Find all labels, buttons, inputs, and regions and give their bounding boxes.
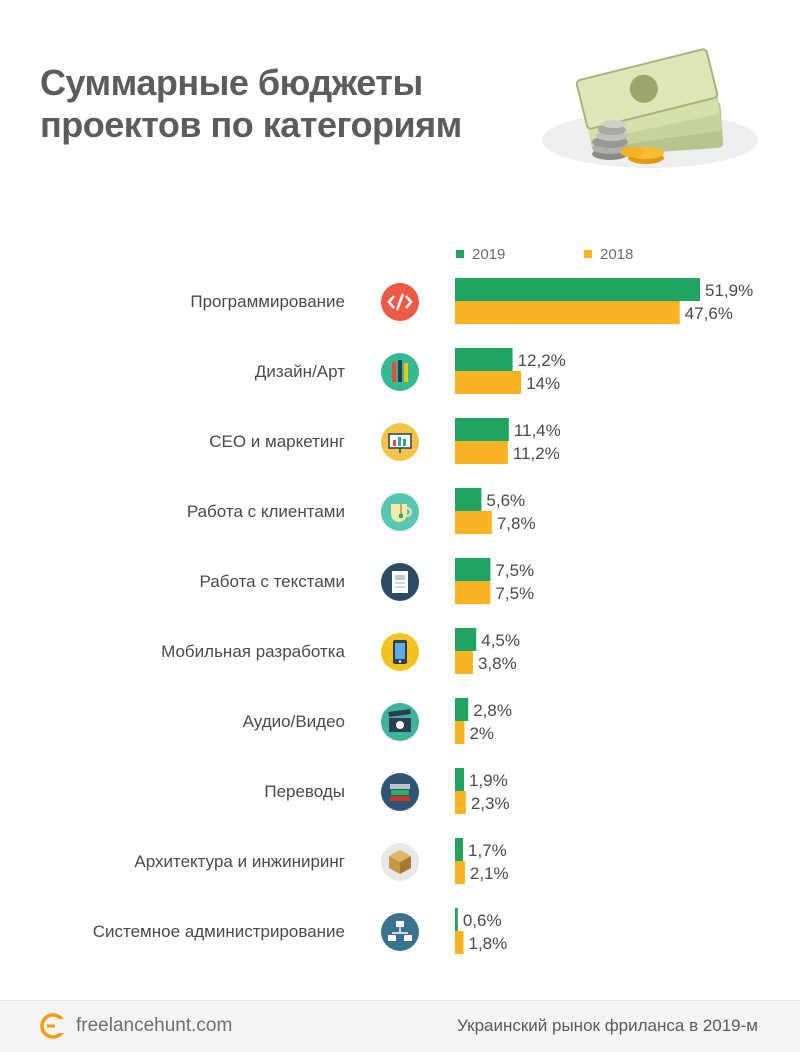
bar-2019 [455, 908, 458, 931]
value-label-2019: 12,2% [518, 351, 566, 370]
bar-2018 [455, 511, 492, 534]
document-icon [381, 563, 419, 601]
bar-chart: Программирование 51,9% 47,6% Дизайн/Арт 12,2… [93, 278, 753, 954]
category-row: Системное администрирование 0,6% 1,8% [93, 908, 507, 954]
category-label: Работа с клиентами [187, 502, 345, 521]
bar-2018 [455, 301, 680, 324]
value-label-2019: 5,6% [486, 491, 525, 510]
category-label: Системное администрирование [93, 922, 345, 941]
footer: freelancehunt.com Украинский рынок фрила… [0, 1000, 800, 1052]
category-row: СЕО и маркетинг 11,4% 11,2% [209, 418, 561, 464]
value-label-2018: 47,6% [685, 304, 733, 323]
network-icon [381, 913, 419, 951]
value-label-2019: 1,7% [468, 841, 507, 860]
bar-2018 [455, 371, 522, 394]
freelancehunt-logo-icon [40, 1013, 66, 1039]
category-label: Мобильная разработка [161, 642, 345, 661]
category-label: СЕО и маркетинг [209, 432, 345, 451]
value-label-2019: 7,5% [495, 561, 534, 580]
category-label: Аудио/Видео [243, 712, 345, 731]
legend-2019: 2019 [456, 246, 505, 266]
bar-2019 [455, 488, 482, 511]
page-title: Суммарные бюджеты проектов по категориям [40, 62, 520, 146]
bar-2019 [455, 628, 477, 651]
category-label: Переводы [264, 782, 345, 801]
value-label-2019: 0,6% [463, 911, 502, 930]
value-label-2019: 51,9% [705, 281, 753, 300]
category-label: Работа с текстами [200, 572, 345, 591]
value-label-2018: 7,8% [497, 514, 536, 533]
cup-icon [381, 493, 419, 531]
legend-label-2019: 2019 [472, 246, 506, 263]
value-label-2018: 7,5% [495, 584, 534, 603]
bar-2019 [455, 558, 491, 581]
clapperboard-icon [381, 703, 419, 741]
bar-2019 [455, 348, 513, 371]
bar-2019 [455, 698, 469, 721]
category-row: Мобильная разработка 4,5% 3,8% [161, 628, 520, 674]
title-line-1: Суммарные бюджеты [40, 62, 423, 103]
category-row: Аудио/Видео 2,8% 2% [243, 698, 512, 744]
footer-divider [0, 1000, 800, 1001]
legend-2018: 2018 [584, 246, 633, 266]
books-icon [381, 773, 419, 811]
code-icon [381, 283, 419, 321]
value-label-2018: 1,8% [468, 934, 507, 953]
value-label-2018: 2,3% [471, 794, 510, 813]
bar-2019 [455, 838, 464, 861]
bar-2018 [455, 581, 491, 604]
chart-board-icon [381, 423, 419, 461]
category-row: Архитектура и инжиниринг 1,7% 2,1% [134, 838, 509, 884]
logo-text: freelancehunt.com [76, 1015, 233, 1036]
bar-2018 [455, 791, 466, 814]
value-label-2019: 11,4% [514, 421, 561, 440]
smartphone-icon [381, 633, 419, 671]
pencils-icon [381, 353, 419, 391]
legend-label-2018: 2018 [600, 246, 634, 263]
category-row: Программирование 51,9% 47,6% [190, 278, 753, 324]
title-line-2: проектов по категориям [40, 104, 462, 145]
value-label-2019: 4,5% [481, 631, 520, 650]
category-row: Работа с текстами 7,5% 7,5% [200, 558, 534, 604]
box-icon [381, 843, 419, 881]
value-label-2018: 14% [526, 374, 560, 393]
bar-2018 [455, 651, 473, 674]
legend-swatch-2018 [584, 250, 592, 258]
category-row: Работа с клиентами 5,6% 7,8% [187, 488, 536, 534]
bar-2018 [455, 441, 508, 464]
category-label: Программирование [190, 292, 345, 311]
bar-2018 [455, 721, 465, 744]
value-label-2019: 2,8% [473, 701, 512, 720]
value-label-2018: 2,1% [470, 864, 509, 883]
value-label-2018: 2% [469, 724, 494, 743]
footer-caption: Украинский рынок фриланса в 2019-м [457, 1016, 758, 1035]
category-label: Архитектура и инжиниринг [134, 852, 345, 871]
value-label-2019: 1,9% [469, 771, 508, 790]
bar-2019 [455, 278, 700, 301]
category-row: Переводы 1,9% 2,3% [264, 768, 510, 814]
legend-swatch-2019 [456, 250, 464, 258]
bar-2018 [455, 861, 465, 884]
category-label: Дизайн/Арт [255, 362, 345, 381]
bar-2019 [455, 768, 464, 791]
bar-2019 [455, 418, 509, 441]
value-label-2018: 11,2% [513, 444, 560, 463]
category-row: Дизайн/Арт 12,2% 14% [255, 348, 566, 394]
money-illustration [542, 48, 758, 168]
value-label-2018: 3,8% [478, 654, 517, 673]
bar-2018 [455, 931, 464, 954]
